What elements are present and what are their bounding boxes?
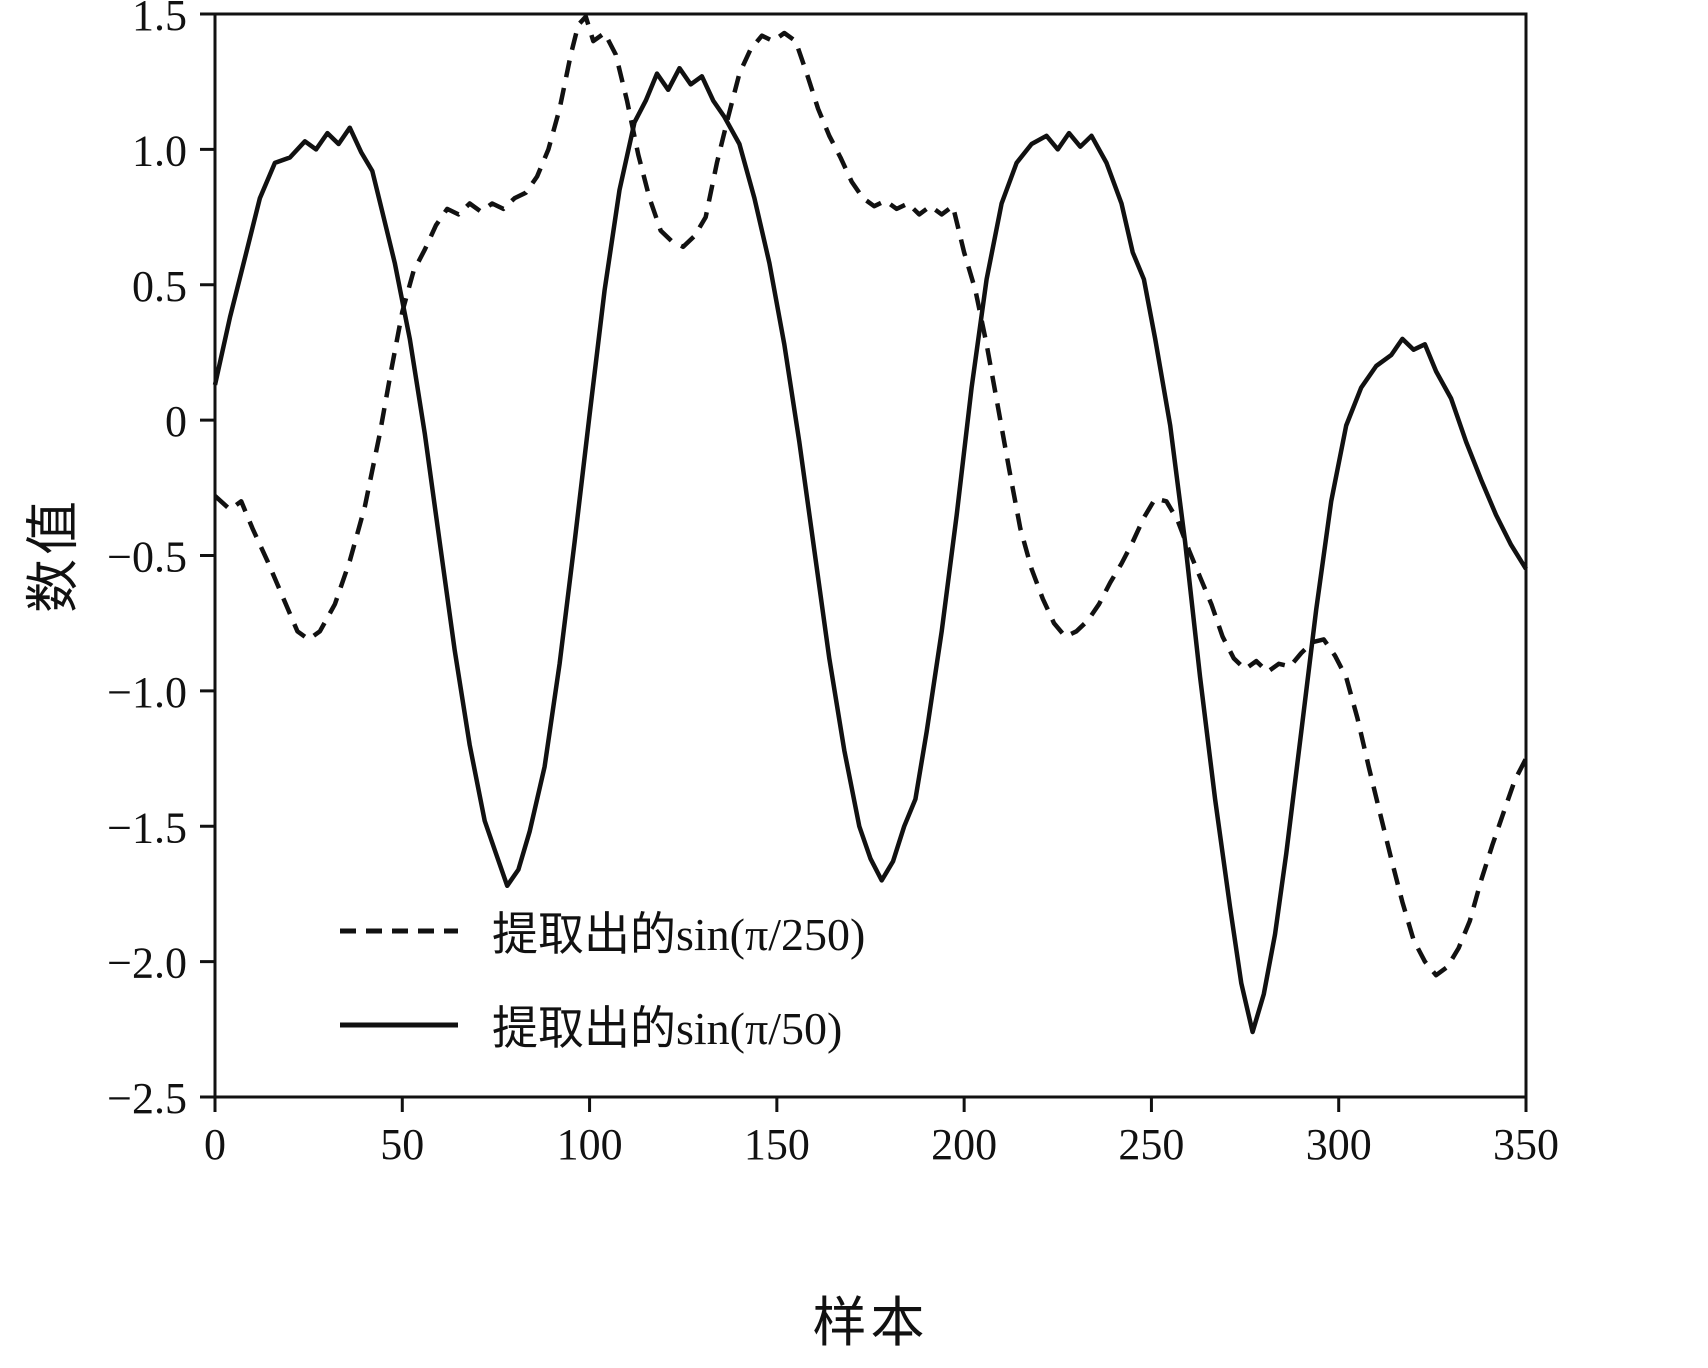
dashed-line-sample — [340, 928, 458, 934]
legend-item-solid: 提取出的sin(π/50) — [338, 992, 865, 1058]
x-tick-label: 350 — [1493, 1120, 1559, 1169]
y-tick-label: 1.5 — [132, 0, 187, 40]
x-tick-label: 300 — [1306, 1120, 1372, 1169]
x-tick-label: 0 — [204, 1120, 226, 1169]
y-tick-label: −1.0 — [107, 668, 187, 717]
legend-label-dashed: 提取出的sin(π/250) — [492, 909, 866, 960]
x-axis-title: 样本 — [812, 1293, 929, 1353]
y-tick-label: 1.0 — [132, 126, 187, 175]
solid-line-sample — [340, 1022, 458, 1028]
x-tick-label: 250 — [1118, 1120, 1184, 1169]
x-tick-label: 50 — [380, 1120, 424, 1169]
y-tick-label: −2.0 — [107, 939, 187, 988]
x-tick-label: 200 — [931, 1120, 997, 1169]
y-tick-label: 0.5 — [132, 262, 187, 311]
y-tick-label: −1.5 — [107, 803, 187, 852]
series-solid-path — [212, 65, 1528, 1035]
legend: 提取出的sin(π/250) 提取出的sin(π/50) — [338, 898, 865, 1058]
series-dashed-path — [213, 14, 1528, 978]
x-tick-label: 100 — [557, 1120, 623, 1169]
x-tick-label: 150 — [744, 1120, 810, 1169]
y-tick-label: −2.5 — [107, 1074, 187, 1123]
y-tick-label: −0.5 — [107, 533, 187, 582]
legend-item-dashed: 提取出的sin(π/250) — [338, 898, 865, 964]
y-axis-title: 数值 — [23, 497, 84, 613]
legend-label-solid: 提取出的sin(π/50) — [492, 1003, 843, 1054]
y-tick-label: 0 — [165, 397, 187, 446]
